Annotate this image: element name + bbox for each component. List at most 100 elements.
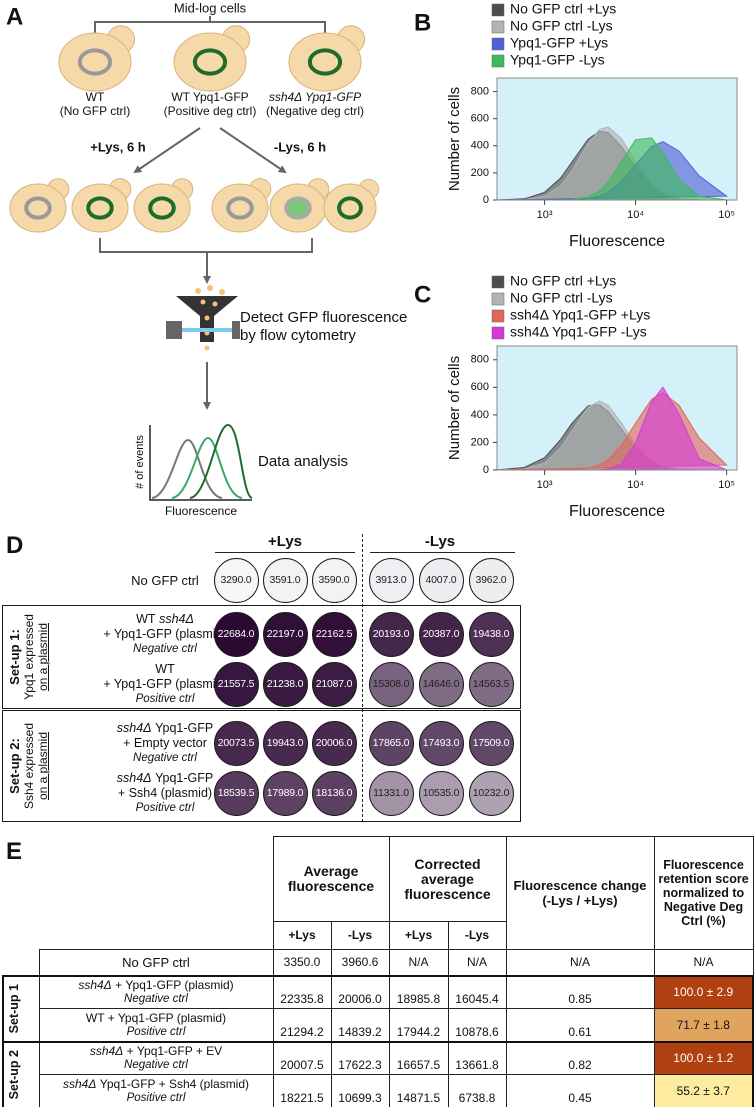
plot-frame (496, 77, 738, 201)
strain-name: WT (86, 90, 105, 104)
legend-swatch (491, 292, 505, 306)
label-segment: ssh4Δ (116, 720, 152, 735)
heat-cell: 3590.0 (311, 557, 357, 603)
label-line: + Empty vector (123, 736, 207, 751)
step-label: by flow cytometry (240, 327, 356, 344)
mini-x-label: Fluorescence (165, 504, 237, 518)
cell-body (58, 32, 132, 92)
heat-cell: 19943.0 (262, 720, 308, 766)
heat-cell: 21557.5 (213, 661, 259, 707)
vacuole (77, 48, 113, 76)
legend-swatch (491, 275, 505, 289)
cell-body (288, 32, 362, 92)
heat-cell: 15308.0 (368, 661, 414, 707)
setup-group: Set-up 1 ssh4Δ + Ypq1-GFP (plasmid) Negativ… (2, 975, 754, 1042)
legend-label: No GFP ctrl -Lys (510, 18, 613, 34)
sub-header: -Lys (447, 921, 507, 950)
condition-label: -Lys, 6 h (274, 139, 326, 154)
y-axis-label: Number of cells (446, 87, 463, 191)
cell: 17622.3 (330, 1041, 390, 1075)
histogram-area (497, 386, 727, 470)
legend-swatch (491, 37, 505, 51)
cell: N/A (505, 949, 655, 976)
column-header: +Lys (267, 533, 303, 550)
column-header: Fluorescence retention score normalized … (653, 836, 754, 950)
label-segment: ssh4Δ (89, 1044, 124, 1059)
row-role: Negative ctrl (124, 993, 188, 1006)
setup-label: Set-up 2 (7, 1049, 21, 1100)
setup-box (2, 605, 521, 709)
strain-name: WT Ypq1-GFP (171, 90, 248, 104)
header-rule (215, 552, 355, 553)
name-line: ssh4Δ + Ypq1-GFP (plasmid) (43, 978, 270, 992)
heat-cell: 21087.0 (311, 661, 357, 707)
top-panels: A Mid-log cells WT (No GFP ctrl) WT Ypq1… (6, 0, 738, 520)
table-row: Set-up 1 ssh4Δ + Ypq1-GFP (plasmid) Negativ… (2, 975, 754, 1042)
cell: 0.82 (505, 1041, 655, 1075)
legend-swatch (491, 309, 505, 323)
yeast-cell (173, 25, 251, 92)
legend-label: ssh4Δ Ypq1-GFP +Lys (510, 307, 650, 323)
vacuole (337, 196, 363, 220)
yeast-cell (211, 178, 272, 233)
cell: 10699.3 (330, 1074, 390, 1107)
flow-cytometer (166, 285, 240, 351)
cell: 14839.2 (330, 1008, 390, 1042)
legend-label: Ypq1-GFP -Lys (510, 52, 605, 68)
cell-body (9, 183, 67, 233)
mini-plot: # of events Fluorescence (134, 423, 253, 518)
cell-body (173, 32, 247, 92)
cell: 3960.6 (330, 949, 390, 976)
cell: 18221.5 (272, 1074, 332, 1107)
cell: 17944.2 (388, 1008, 449, 1042)
score-cell: 100.0 ± 1.2 (653, 1041, 754, 1075)
strain-name: ssh4Δ Ypq1-GFP (269, 90, 361, 104)
panel-letter: B (414, 9, 431, 36)
control-group: No GFP ctrl 3350.0 3960.6 N/A N/A N/A N/A (3, 949, 754, 976)
label-line: WT ssh4Δ (136, 612, 194, 627)
cell: 20006.0 (330, 975, 390, 1009)
heat-cell: 22684.0 (213, 611, 259, 657)
heat-cell: 3962.0 (468, 557, 514, 603)
header-rule (370, 552, 515, 553)
label-segment: + Empty vector (123, 735, 207, 750)
cell: 20007.5 (272, 1041, 332, 1075)
label-segment: WT (136, 611, 156, 626)
column-header: Fluorescence change (-Lys / +Lys) (505, 836, 655, 950)
blank-cell (3, 837, 273, 922)
detector (232, 321, 240, 339)
heat-cell: 18539.5 (213, 770, 259, 816)
name-line: WT + Ypq1-GFP (plasmid) (43, 1011, 270, 1025)
laser (166, 321, 182, 339)
setup-label: Set-up 2: Ssh4 expressed on a plasmid (7, 710, 52, 822)
arrow (133, 127, 201, 174)
x-tick-label: 10⁴ (627, 479, 644, 491)
row-role: Negative ctrl (133, 751, 197, 764)
heat-cell: 20073.5 (213, 720, 259, 766)
mini-y-label: # of events (134, 435, 146, 489)
label-segment: WT + Ypq1-GFP (plasmid) (85, 1010, 227, 1025)
y-tick-label: 600 (471, 113, 489, 125)
setup-box (2, 710, 521, 822)
particle (219, 289, 225, 295)
y-tick-label: 200 (471, 436, 489, 448)
column-header: Corrected average fluorescence (388, 836, 507, 922)
cell-body (133, 183, 191, 233)
setup-title: Set-up 1: (7, 629, 22, 685)
cell: N/A (447, 949, 507, 976)
label-segment: ssh4Δ (159, 611, 194, 626)
heat-cell: 17493.0 (418, 720, 464, 766)
label-segment: ssh4Δ (62, 1076, 97, 1091)
cell: 22335.8 (272, 975, 332, 1009)
cell: 10878.6 (447, 1008, 507, 1042)
row-name: WT + Ypq1-GFP (plasmid) Positive ctrl (38, 1008, 274, 1042)
blank-cell (3, 922, 273, 950)
particle (204, 315, 210, 321)
row-label: ssh4Δ Ypq1-GFP + Ssh4 (plasmid) Positive ct… (90, 769, 240, 817)
panel-letter: A (6, 3, 23, 30)
y-tick-label: 800 (471, 354, 489, 366)
y-tick-label: 400 (471, 140, 489, 152)
cell: 14871.5 (388, 1074, 449, 1107)
panel-a: A Mid-log cells WT (No GFP ctrl) WT Ypq1… (6, 0, 407, 518)
legend-swatch (491, 54, 505, 68)
